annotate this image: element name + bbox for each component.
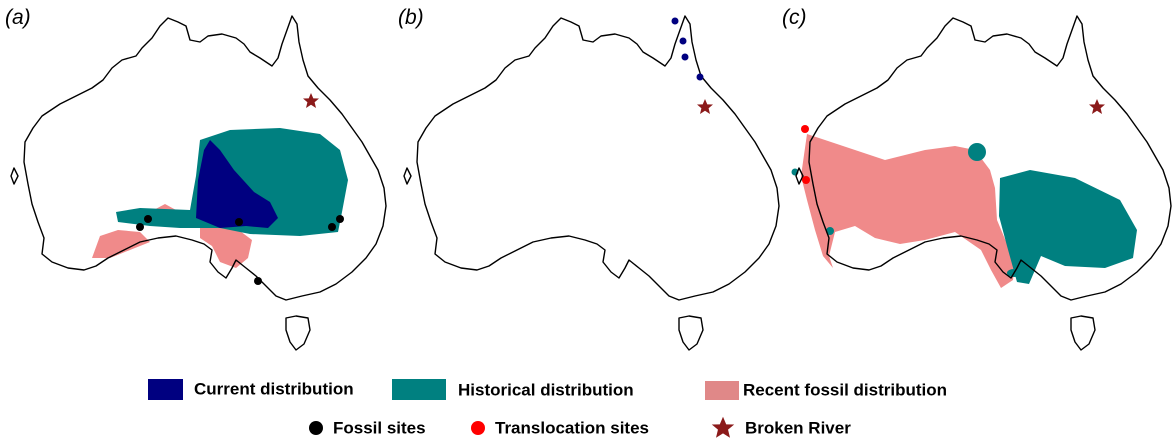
panel-c: (c) (782, 6, 1172, 351)
historical-area (968, 143, 986, 161)
legend-swatch (705, 381, 739, 400)
panel-label: (c) (782, 6, 807, 29)
current-sites (671, 17, 704, 81)
fossil-sites (136, 215, 344, 285)
legend-label: Translocation sites (495, 418, 649, 437)
legend-swatch (148, 379, 183, 400)
legend: Current distribution Historical distribu… (148, 379, 947, 438)
legend-swatch (711, 416, 735, 438)
historical-area (999, 170, 1137, 284)
broken-river (697, 99, 713, 114)
translocation-sites (801, 125, 810, 184)
panel-label: (a) (5, 6, 31, 29)
legend-label: Fossil sites (333, 418, 426, 437)
historical-area (826, 227, 834, 235)
fossil-area (92, 230, 150, 258)
panel-b: (b) (398, 6, 780, 351)
broken-river (1089, 99, 1105, 114)
legend-label: Broken River (745, 418, 851, 437)
legend-label: Historical distribution (458, 380, 634, 399)
panel-a: (a) (5, 6, 387, 351)
legend-swatch (471, 421, 485, 435)
fossil-area (200, 226, 252, 268)
legend-swatch (392, 379, 446, 400)
legend-swatch (309, 421, 323, 435)
panel-label: (b) (398, 6, 424, 29)
legend-label: Current distribution (194, 379, 354, 398)
broken-river (303, 93, 319, 108)
current-area (196, 140, 278, 228)
legend-label: Recent fossil distribution (743, 380, 947, 399)
fossil-area (801, 134, 1015, 288)
